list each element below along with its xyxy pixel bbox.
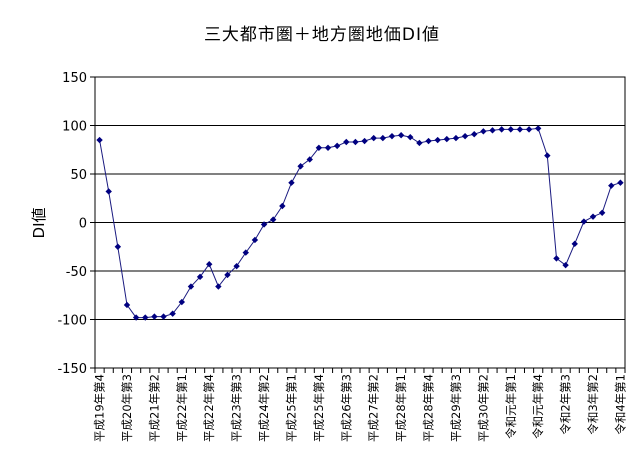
data-point [370,134,377,142]
x-tick-label: 平成29年第3 [449,374,463,442]
x-tick-label: 平成27年第2 [367,374,381,442]
data-point [361,137,368,145]
series-layer [96,125,624,321]
data-point [233,262,240,270]
x-tick-label: 平成25年第1 [285,374,299,442]
data-point [297,163,304,170]
data-point [142,314,149,321]
data-point [196,273,204,281]
data-point [151,313,158,320]
x-tick-label: 平成21年第2 [147,374,161,442]
data-point [397,132,405,139]
data-point [206,261,213,268]
x-tick-label: 平成22年第4 [202,374,216,442]
data-point [388,132,396,140]
data-point [480,128,487,135]
data-point [96,136,103,144]
gridlines [95,76,625,369]
data-point [306,156,313,163]
x-tick-label: 平成19年第4 [93,374,107,442]
data-point [105,188,112,195]
data-point [187,283,195,290]
data-point [507,126,514,133]
data-point [544,152,551,159]
y-tick-label: 150 [62,71,87,86]
x-axis: 平成19年第4 平成20年第3 平成21年第2 平成22年第1 平成22年第4 平成23年… [93,368,627,442]
data-point [343,138,350,146]
x-tick-label: 平成28年第4 [422,374,436,442]
data-point [315,144,323,152]
y-tick-label: -150 [57,362,87,377]
y-tick-label: 0 [79,217,87,232]
data-point [525,126,533,133]
y-tick-label: -50 [66,265,87,280]
chart-title: 三大都市圏＋地方圏地価DI値 [204,25,440,45]
x-tick-label: 平成23年第3 [230,374,244,442]
data-point [251,236,259,244]
data-point [324,144,332,152]
x-tick-label: 平成26年第3 [339,374,353,442]
data-point [489,127,496,134]
data-point [333,142,341,150]
data-point [242,249,249,256]
data-point [160,313,167,320]
data-point [288,179,295,186]
data-point [169,310,176,317]
data-point [132,314,140,321]
x-tick-label: 平成24年第2 [257,374,271,442]
data-point [224,271,231,279]
data-point [260,221,268,228]
data-point [498,126,505,133]
data-point [379,134,387,142]
data-point [589,213,597,220]
data-point [452,134,460,142]
x-tick-label: 平成28年第1 [394,374,408,442]
data-point [562,261,569,269]
data-point [407,133,414,141]
x-tick-label: 令和2年第3 [559,374,573,435]
data-point [608,182,615,189]
data-point [553,255,560,262]
data-point [215,283,222,290]
data-point [443,135,451,143]
x-tick-label: 平成30年第2 [476,374,490,442]
data-point [471,131,478,138]
data-point [269,216,277,223]
x-tick-label: 令和元年第1 [504,374,518,439]
x-tick-label: 令和元年第4 [531,374,545,439]
y-axis: 150 100 50 0 -50 -100 -150 [57,71,95,377]
data-point [352,138,359,146]
data-point [461,132,469,140]
data-point [123,301,131,309]
x-tick-label: 平成25年第4 [312,374,326,442]
data-point [580,218,588,225]
x-tick-label: 令和4年第1 [613,374,627,435]
x-tick-label: 令和3年第2 [586,374,600,435]
y-tick-label: 100 [62,120,87,135]
data-point [114,243,122,250]
series-line [99,127,621,319]
data-point [178,298,186,306]
y-tick-label: 50 [70,168,87,183]
data-point [598,209,606,216]
data-point [516,126,524,133]
data-point [279,202,286,210]
data-point [416,139,423,147]
x-tick-label: 平成22年第1 [175,374,189,442]
data-point [425,137,432,145]
y-tick-label: -100 [57,314,87,329]
y-axis-label: DI値 [30,208,48,239]
data-point [571,240,578,248]
x-tick-label: 平成20年第3 [120,374,134,442]
data-point [534,125,542,132]
data-point [434,136,441,144]
data-point [617,179,624,186]
